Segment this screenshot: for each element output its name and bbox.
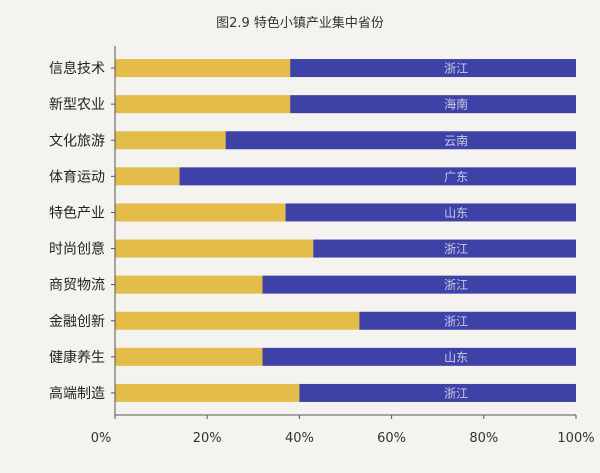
x-tick-label: 20% xyxy=(193,431,222,446)
bar-segment-secondary xyxy=(290,95,576,114)
bar-segment-secondary xyxy=(262,275,576,294)
bar-segment-primary xyxy=(115,59,291,78)
chart-title: 图2.9 特色小镇产业集中省份 xyxy=(216,15,384,31)
category-label: 新型农业 xyxy=(49,97,105,113)
bar-segment-primary xyxy=(115,203,286,222)
bar-data-label: 浙江 xyxy=(444,242,468,256)
category-label: 金融创新 xyxy=(49,314,105,330)
bar-segment-primary xyxy=(115,131,226,150)
category-label: 时尚创意 xyxy=(49,241,105,258)
bar-segment-primary xyxy=(115,383,300,402)
bar-segment-secondary xyxy=(285,203,576,222)
bar-segment-secondary xyxy=(299,383,576,402)
category-label: 健康养生 xyxy=(49,349,105,366)
category-label: 特色产业 xyxy=(49,204,105,221)
bar-segment-primary xyxy=(115,167,180,186)
bar-data-label: 山东 xyxy=(444,350,468,364)
bar-segment-primary xyxy=(115,275,263,294)
bar-data-label: 山东 xyxy=(444,206,468,220)
bar-segment-primary xyxy=(115,239,314,258)
category-label: 体育运动 xyxy=(49,169,105,185)
category-label: 商贸物流 xyxy=(49,278,105,294)
bar-segment-primary xyxy=(115,347,263,366)
x-tick-label: 40% xyxy=(285,431,314,446)
bar-segment-secondary xyxy=(359,311,576,330)
bar-segment-secondary xyxy=(290,59,576,78)
bar-data-label: 海南 xyxy=(444,97,468,112)
bar-data-label: 浙江 xyxy=(444,62,468,76)
bar-segment-primary xyxy=(115,95,291,114)
bar-segment-secondary xyxy=(313,239,576,258)
bar-data-label: 浙江 xyxy=(444,278,468,292)
bar-data-label: 浙江 xyxy=(444,314,468,328)
bar-segment-secondary xyxy=(179,167,577,186)
bar-data-label: 云南 xyxy=(444,133,468,148)
bar-segment-secondary xyxy=(225,131,576,150)
category-label: 信息技术 xyxy=(49,60,105,77)
x-tick-label: 60% xyxy=(377,431,406,446)
bar-data-label: 广东 xyxy=(444,170,468,184)
category-label: 文化旅游 xyxy=(49,133,105,149)
x-tick-label: 0% xyxy=(91,431,112,446)
bar-data-label: 浙江 xyxy=(444,386,468,400)
x-axis: 0% 20% 40% 60% 80% 100% xyxy=(91,46,595,446)
x-tick-label: 100% xyxy=(557,431,594,446)
bar-segment-primary xyxy=(115,311,360,330)
bar-segment-secondary xyxy=(262,347,576,366)
category-label: 高端制造 xyxy=(49,385,105,402)
x-tick-label: 80% xyxy=(469,431,498,446)
